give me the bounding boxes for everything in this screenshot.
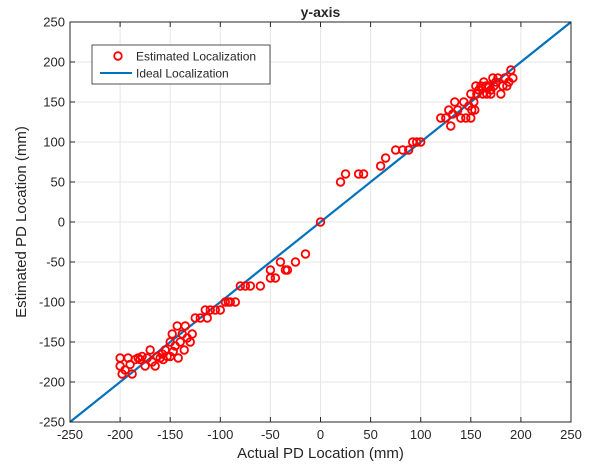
estimated-point <box>456 113 466 123</box>
y-tick-label: 50 <box>51 175 65 190</box>
estimated-point <box>190 313 200 323</box>
estimated-point <box>210 305 220 315</box>
estimated-point <box>230 297 241 307</box>
legend-marker-estimated <box>113 51 123 61</box>
estimated-point <box>436 113 446 123</box>
estimated-point <box>358 169 369 179</box>
x-axis-label: Actual PD Location (mm) <box>237 445 404 462</box>
estimated-point <box>173 353 183 363</box>
x-tick-label: -50 <box>261 427 280 442</box>
x-tick-label: -200 <box>107 427 133 442</box>
chart-title: y-axis <box>301 4 341 20</box>
estimated-point <box>441 113 451 123</box>
estimated-point <box>245 281 256 291</box>
estimated-point <box>162 351 172 362</box>
estimated-point <box>340 169 351 179</box>
estimated-point <box>282 265 293 275</box>
estimated-point <box>265 273 276 283</box>
x-tick-label: 250 <box>560 427 582 442</box>
estimated-point <box>255 281 266 291</box>
estimated-point <box>446 121 456 131</box>
y-tick-label: 100 <box>43 135 65 150</box>
y-tick-label: -100 <box>39 295 65 310</box>
y-tick-label: -200 <box>39 375 65 390</box>
estimated-point <box>235 281 246 291</box>
y-tick-label: 0 <box>58 215 65 230</box>
estimated-point <box>205 305 215 315</box>
y-tick-label: 150 <box>43 95 65 110</box>
estimated-point <box>315 217 326 227</box>
x-tick-label: 50 <box>363 427 377 442</box>
estimated-point <box>508 73 518 83</box>
estimated-point <box>397 145 408 155</box>
x-tick-label: 100 <box>410 427 432 442</box>
y-tick-labels: -250 -200 -150 -100 -50 0 50 100 150 200 250 <box>39 15 65 430</box>
estimated-point <box>461 113 471 123</box>
estimated-point <box>416 137 426 147</box>
estimated-point <box>380 153 391 163</box>
estimated-point <box>168 346 178 357</box>
estimated-point <box>466 89 476 99</box>
axis-ticks <box>69 21 572 423</box>
legend: Estimated Localization Ideal Localizatio… <box>91 44 271 85</box>
estimated-point <box>411 137 422 147</box>
estimated-point <box>335 177 346 187</box>
y-tick-label: -50 <box>46 255 65 270</box>
estimated-point <box>275 257 286 267</box>
y-tick-label: 250 <box>43 15 65 30</box>
legend-label-ideal: Ideal Localization <box>136 67 229 81</box>
estimated-point <box>179 345 189 355</box>
estimated-point <box>167 329 177 339</box>
estimated-point <box>486 89 496 99</box>
x-tick-label: -100 <box>207 427 233 442</box>
estimated-point <box>240 281 251 291</box>
estimated-point <box>353 169 364 179</box>
legend-box <box>91 44 271 85</box>
estimated-point <box>453 105 463 115</box>
estimated-point <box>125 359 135 370</box>
estimated-point <box>187 329 197 339</box>
y-tick-label: -250 <box>39 415 65 430</box>
estimated-point <box>450 97 460 107</box>
x-tick-label: -150 <box>157 427 183 442</box>
estimated-point <box>290 257 301 267</box>
x-tick-label: -250 <box>57 427 83 442</box>
estimated-point <box>220 297 231 307</box>
estimated-point <box>202 313 212 323</box>
estimated-point <box>403 145 414 155</box>
estimated-point <box>215 305 225 315</box>
x-tick-label: 150 <box>460 427 482 442</box>
estimated-point <box>127 369 137 379</box>
estimated-points-layer <box>115 65 518 379</box>
estimated-point <box>137 351 147 362</box>
estimated-point <box>225 297 236 307</box>
estimated-point <box>466 113 476 123</box>
y-axis-label: Estimated PD Location (mm) <box>13 126 30 318</box>
estimated-point <box>375 161 386 171</box>
estimated-point <box>270 273 281 283</box>
y-tick-label: 200 <box>43 55 65 70</box>
legend-label-estimated: Estimated Localization <box>136 50 256 64</box>
x-tick-labels: -250 -200 -150 -100 -50 0 50 100 150 200 250 <box>57 427 582 442</box>
estimated-point <box>470 105 480 115</box>
estimated-point <box>145 345 155 355</box>
estimated-point <box>120 365 130 375</box>
x-tick-label: 0 <box>317 427 324 442</box>
estimated-point <box>150 361 160 371</box>
y-tick-label: -150 <box>39 335 65 350</box>
x-tick-label: 200 <box>510 427 532 442</box>
estimated-point <box>180 321 190 331</box>
estimated-point <box>300 249 311 259</box>
